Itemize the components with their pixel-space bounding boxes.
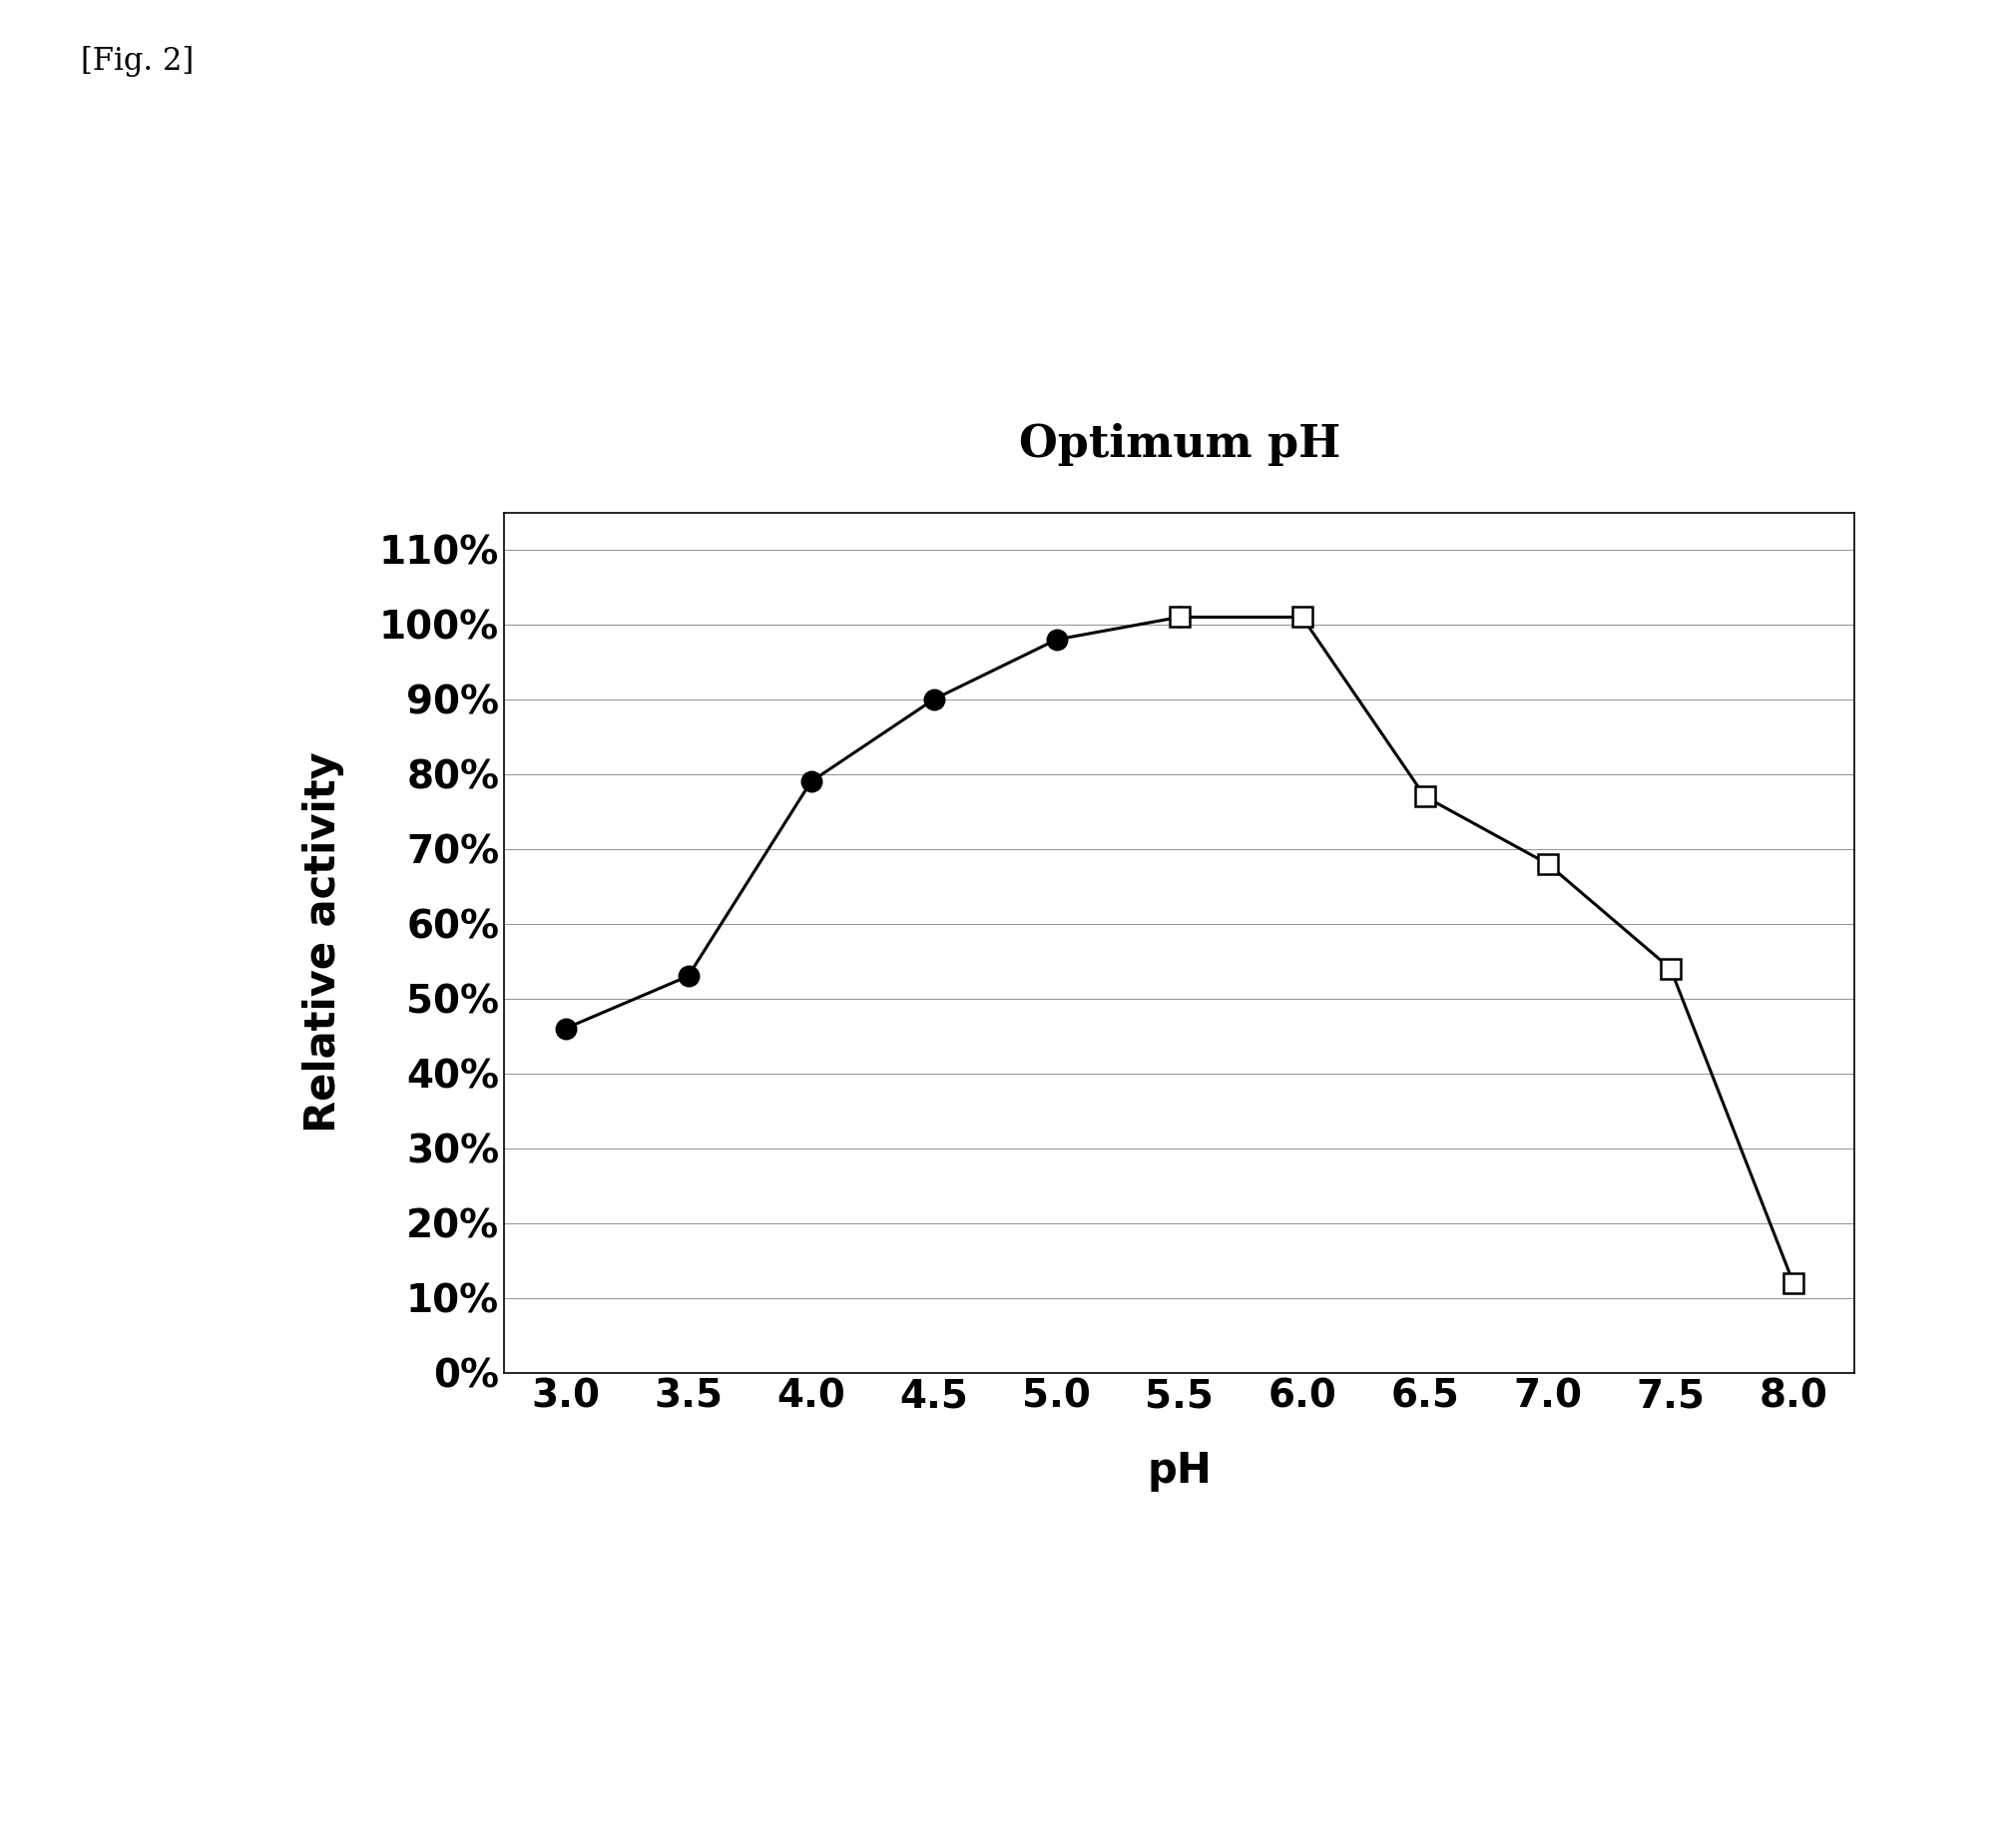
Text: [Fig. 2]: [Fig. 2] (81, 46, 194, 77)
Title: Optimum pH: Optimum pH (1018, 423, 1341, 467)
X-axis label: pH: pH (1147, 1449, 1212, 1491)
Y-axis label: Relative activity: Relative activity (302, 752, 345, 1133)
